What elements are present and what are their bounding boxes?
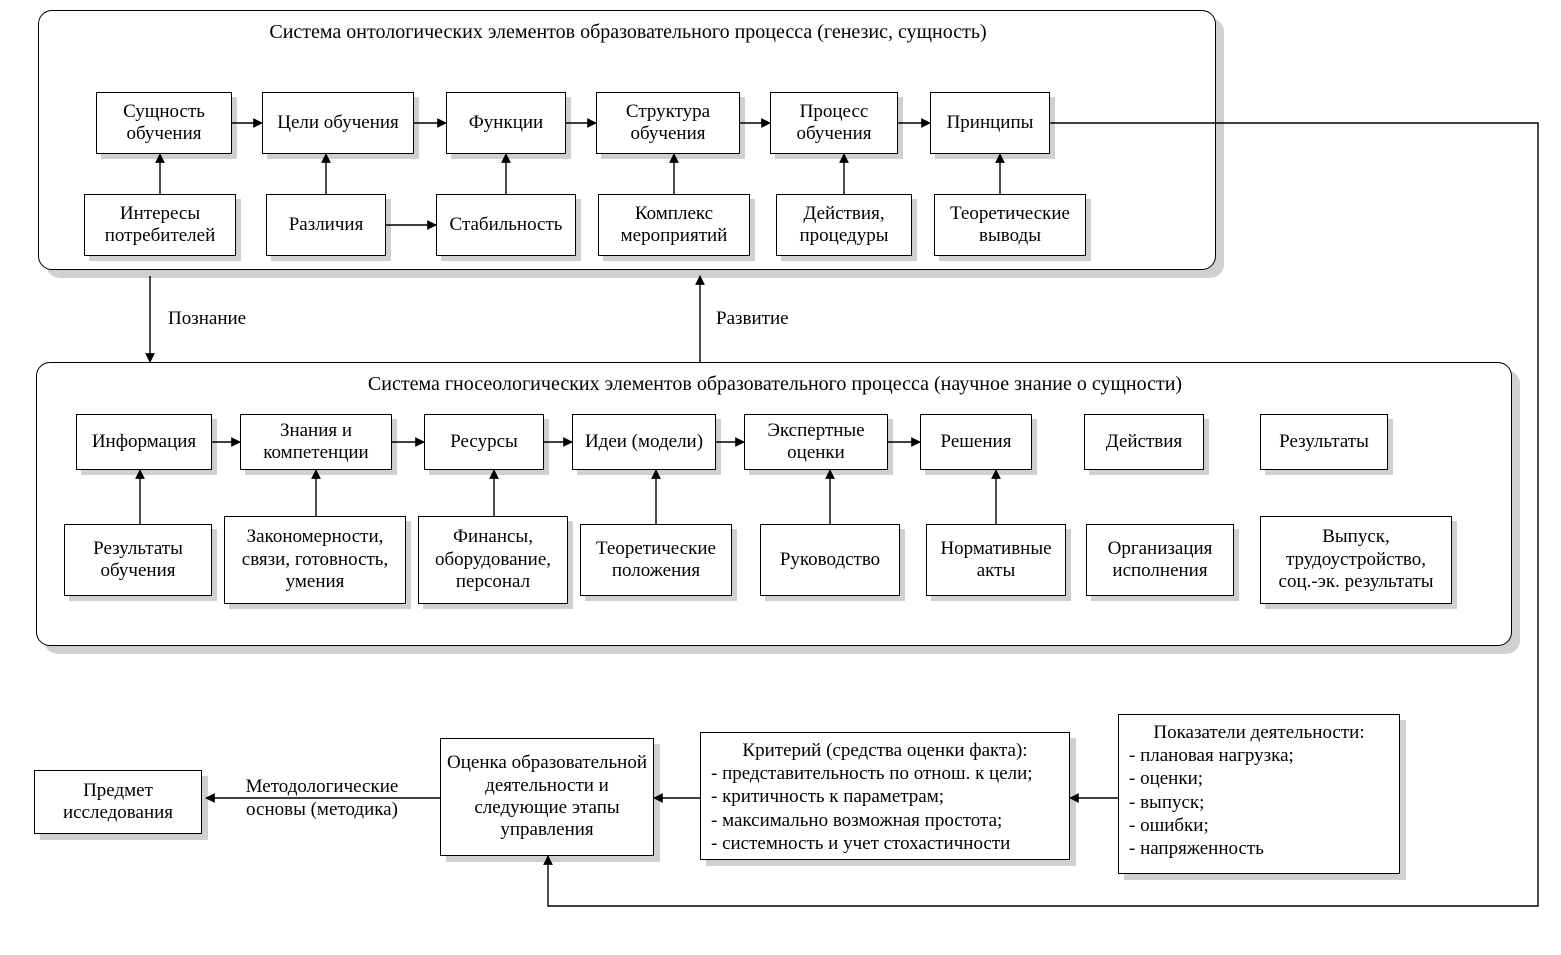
n-diffs: Различия: [266, 194, 386, 256]
n-functions: Функции: [446, 92, 566, 154]
n-org: Организация исполнения: [1086, 524, 1234, 596]
label-development: Развитие: [716, 308, 789, 330]
node-subject: Предмет исследования: [34, 770, 202, 834]
n-goals: Цели обучения: [262, 92, 414, 154]
n-interests: Интересы потребителей: [84, 194, 236, 256]
list-item: - представительность по отнош. к цели;: [711, 762, 1059, 785]
n-ideas: Идеи (модели): [572, 414, 716, 470]
list-item: - ошибки;: [1129, 814, 1389, 837]
n-info: Информация: [76, 414, 212, 470]
n-principles: Принципы: [930, 92, 1050, 154]
panel1-title: Система онтологических элементов образов…: [39, 21, 1217, 44]
node-indicators: Показатели деятельности:- плановая нагру…: [1118, 714, 1400, 874]
list-item: - системность и учет стохастичности: [711, 832, 1059, 855]
label-cognition: Познание: [168, 308, 246, 330]
n-act2: Действия: [1084, 414, 1204, 470]
list-item: - оценки;: [1129, 767, 1389, 790]
n-result2: Результаты: [1260, 414, 1388, 470]
n-process: Процесс обучения: [770, 92, 898, 154]
n-essence: Сущность обучения: [96, 92, 232, 154]
n-learnres: Результаты обучения: [64, 524, 212, 596]
node-evaluation: Оценка образовательной деятельности и сл…: [440, 738, 654, 856]
n-fin: Финансы, оборудование, персонал: [418, 516, 568, 604]
n-lead: Руководство: [760, 524, 900, 596]
list-item: - плановая нагрузка;: [1129, 744, 1389, 767]
n-patterns: Закономерности, связи, готовность, умени…: [224, 516, 406, 604]
list-item: - критичность к параметрам;: [711, 785, 1059, 808]
list-item: - выпуск;: [1129, 791, 1389, 814]
n-stability: Стабильность: [436, 194, 576, 256]
node-criterion: Критерий (средства оценки факта):- предс…: [700, 732, 1070, 860]
n-expert: Экспертные оценки: [744, 414, 888, 470]
n-theory1: Теоретические выводы: [934, 194, 1086, 256]
list-item: - максимально возможная простота;: [711, 809, 1059, 832]
n-release: Выпуск, трудоустройство, соц.-эк. резуль…: [1260, 516, 1452, 604]
list-title: Критерий (средства оценки факта):: [711, 739, 1059, 762]
diagram-canvas: Система онтологических элементов образов…: [0, 0, 1561, 955]
n-norm: Нормативные акты: [926, 524, 1066, 596]
label-method: Методологические основы (методика): [222, 776, 422, 822]
list-title: Показатели деятельности:: [1129, 721, 1389, 744]
n-know: Знания и компетенции: [240, 414, 392, 470]
n-structure: Структура обучения: [596, 92, 740, 154]
n-events: Комплекс мероприятий: [598, 194, 750, 256]
list-item: - напряженность: [1129, 837, 1389, 860]
n-theory2: Теоретические положения: [580, 524, 732, 596]
n-res: Ресурсы: [424, 414, 544, 470]
panel2-title: Система гносеологических элементов образ…: [37, 373, 1513, 396]
n-decis: Решения: [920, 414, 1032, 470]
n-actions1: Действия, процедуры: [776, 194, 912, 256]
